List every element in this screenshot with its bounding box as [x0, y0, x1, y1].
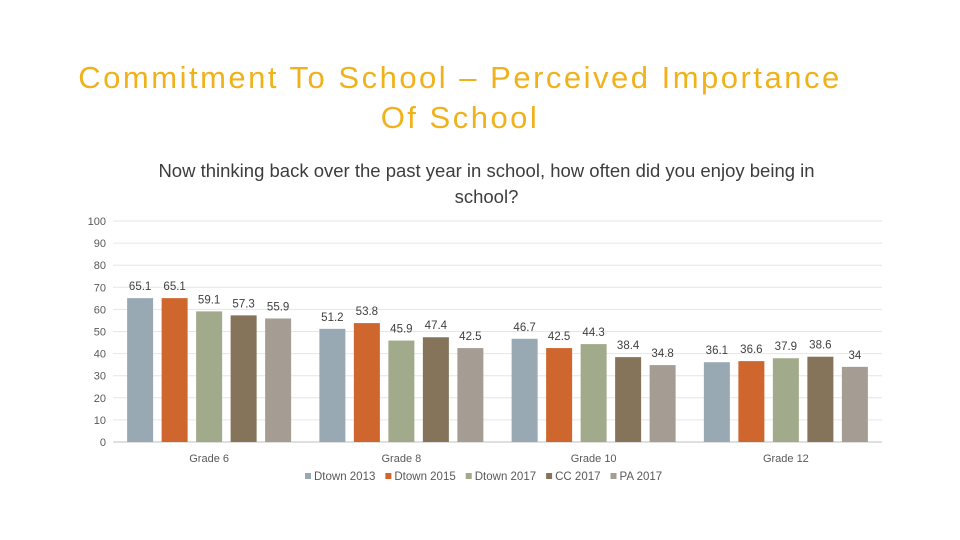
- data-label: 53.8: [356, 306, 378, 318]
- bar: [388, 340, 415, 442]
- legend-swatch: [305, 473, 311, 479]
- data-label: 65.1: [129, 281, 151, 293]
- bar: [230, 315, 257, 442]
- bar: [319, 328, 346, 442]
- legend-label: Dtown 2015: [394, 471, 455, 483]
- bar: [580, 344, 607, 442]
- bar: [353, 323, 380, 442]
- legend-swatch: [546, 473, 553, 479]
- legend-label: Dtown 2013: [314, 471, 375, 483]
- data-label: 36.1: [706, 345, 728, 357]
- legend-swatch: [465, 473, 472, 479]
- y-tick-label: 40: [94, 349, 106, 361]
- data-label: 51.2: [321, 312, 343, 324]
- data-label: 38.4: [617, 340, 640, 352]
- y-tick-label: 10: [94, 415, 106, 427]
- slide-title: Commitment To School – Perceived Importa…: [78, 60, 842, 135]
- y-tick-label: 20: [94, 393, 106, 405]
- legend-swatch: [385, 473, 392, 479]
- x-tick-label: Grade 8: [382, 453, 422, 465]
- x-tick-label: Grade 12: [763, 453, 809, 465]
- legend-label: Dtown 2017: [475, 471, 536, 483]
- data-label: 38.6: [809, 340, 831, 352]
- data-label: 65.1: [163, 281, 185, 293]
- x-tick-label: Grade 10: [571, 453, 617, 465]
- bar: [807, 356, 834, 442]
- data-label: 44.3: [582, 327, 604, 339]
- bar: [422, 337, 449, 442]
- bar: [772, 358, 799, 442]
- data-label: 34.8: [651, 348, 673, 360]
- y-tick-label: 70: [94, 282, 106, 294]
- data-label: 59.1: [198, 294, 220, 306]
- legend-swatch: [610, 473, 617, 479]
- chart-title: Now thinking back over the past year in …: [158, 160, 815, 207]
- data-label: 55.9: [267, 301, 289, 313]
- data-label: 57.3: [232, 298, 254, 310]
- bar: [615, 357, 642, 442]
- bar: [546, 348, 573, 442]
- y-tick-label: 30: [94, 371, 106, 383]
- bar: [161, 298, 188, 442]
- data-label: 37.9: [775, 341, 797, 353]
- bar: [127, 298, 154, 442]
- data-label: 42.5: [459, 331, 481, 343]
- bar: [703, 362, 730, 442]
- bar: [457, 348, 484, 442]
- legend-label: PA 2017: [620, 471, 663, 483]
- bar: [196, 311, 223, 442]
- y-tick-label: 50: [94, 327, 106, 339]
- bar: [841, 366, 868, 442]
- y-tick-label: 60: [94, 304, 106, 316]
- bar: [738, 361, 765, 442]
- y-tick-label: 90: [94, 238, 106, 250]
- data-label: 46.7: [513, 322, 535, 334]
- legend-label: CC 2017: [555, 471, 600, 483]
- y-tick-label: 0: [100, 437, 106, 449]
- y-tick-label: 80: [94, 260, 106, 272]
- data-label: 36.6: [740, 344, 762, 356]
- bar: [649, 365, 676, 442]
- bar: [511, 338, 538, 442]
- data-label: 45.9: [390, 324, 412, 336]
- data-label: 47.4: [425, 320, 448, 332]
- bar: [265, 318, 292, 442]
- data-label: 34: [848, 350, 861, 362]
- y-tick-label: 100: [88, 216, 106, 228]
- x-tick-label: Grade 6: [189, 453, 229, 465]
- data-label: 42.5: [548, 331, 570, 343]
